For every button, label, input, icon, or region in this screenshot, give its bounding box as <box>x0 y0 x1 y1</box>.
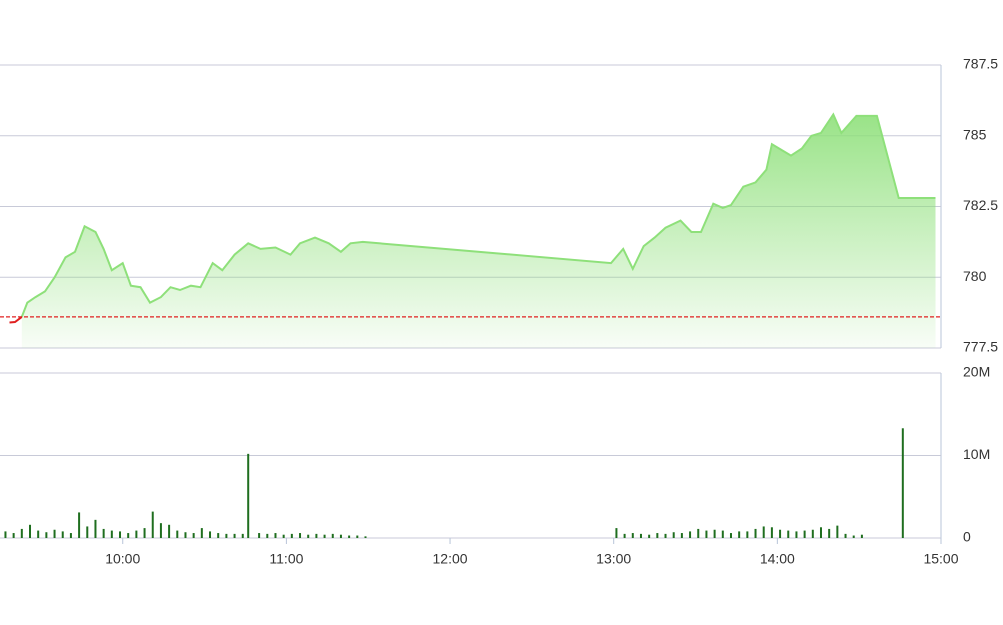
volume-bar <box>348 535 351 538</box>
volume-bar <box>266 533 269 538</box>
volume-bar <box>274 533 277 538</box>
volume-bar <box>623 533 626 538</box>
volume-bar <box>754 528 757 538</box>
volume-bar <box>127 533 130 538</box>
volume-bar <box>151 511 154 538</box>
price-line <box>9 316 23 324</box>
volume-bar <box>247 453 250 538</box>
volume-bar <box>639 533 642 538</box>
volume-bar <box>69 533 72 538</box>
volume-bar <box>852 535 855 538</box>
volume-bar <box>176 530 179 538</box>
x-tick-label: 12:00 <box>433 551 468 567</box>
volume-bar <box>282 534 285 538</box>
volume-bar <box>705 530 708 538</box>
volume-bar <box>290 533 293 538</box>
volume-bar <box>828 528 831 538</box>
volume-bar <box>241 533 244 538</box>
volume-bar <box>61 531 64 538</box>
volume-bar <box>746 531 749 538</box>
volume-bar <box>159 523 162 538</box>
price-line <box>20 112 936 318</box>
x-tick-label: 11:00 <box>269 551 303 567</box>
volume-bar <box>356 535 359 538</box>
volume-bar <box>45 532 48 538</box>
volume-bar <box>364 536 367 538</box>
volume-bar <box>233 533 236 538</box>
y-tick-label: 20M <box>963 364 990 380</box>
volume-bar <box>143 528 146 538</box>
volume-bar <box>787 530 790 538</box>
volume-bar <box>307 534 310 538</box>
volume-bar <box>901 428 904 538</box>
volume-bar <box>110 530 113 538</box>
volume-bar <box>779 529 782 538</box>
y-tick-label: 780 <box>963 268 987 284</box>
volume-bar <box>697 528 700 538</box>
volume-bar <box>844 533 847 538</box>
volume-bar <box>37 530 40 538</box>
volume-bar <box>315 533 318 538</box>
volume-bar <box>299 533 302 538</box>
volume-bar <box>811 529 814 538</box>
volume-bar <box>217 533 220 538</box>
x-tick-label: 14:00 <box>760 551 795 567</box>
volume-bar <box>339 534 342 538</box>
volume-bar <box>29 524 32 538</box>
volume-bar <box>323 534 326 538</box>
volume-bar <box>762 526 765 538</box>
volume-bar <box>192 533 195 538</box>
volume-bar <box>209 531 212 538</box>
volume-bar <box>648 534 651 538</box>
volume-bar <box>86 526 89 538</box>
x-tick-label: 15:00 <box>923 551 958 567</box>
y-tick-label: 785 <box>963 126 987 142</box>
volume-bar <box>680 533 683 538</box>
volume-bar <box>119 531 122 538</box>
y-tick-label: 0 <box>963 529 971 545</box>
volume-bar <box>53 529 56 538</box>
volume-bar <box>656 533 659 538</box>
volume-bar <box>200 528 203 538</box>
volume-bar <box>20 528 23 538</box>
x-tick-label: 10:00 <box>105 551 140 567</box>
volume-bar <box>729 533 732 538</box>
area-fill <box>21 114 936 348</box>
volume-bar <box>689 531 692 538</box>
volume-bar <box>713 529 716 538</box>
volume-bar <box>803 530 806 538</box>
volume-bar <box>819 527 822 538</box>
volume-bar <box>102 528 105 538</box>
volume-bar <box>860 534 863 538</box>
x-tick-label: 13:00 <box>596 551 631 567</box>
y-tick-label: 782.5 <box>963 197 998 213</box>
volume-bar <box>721 530 724 538</box>
volume-bar <box>331 533 334 538</box>
volume-bar <box>12 533 15 538</box>
volume-bar <box>615 528 618 538</box>
volume-bar <box>672 532 675 538</box>
y-tick-label: 787.5 <box>963 56 998 72</box>
y-tick-label: 777.5 <box>963 339 998 355</box>
volume-bar <box>135 530 138 538</box>
volume-bar <box>664 533 667 538</box>
volume-bar <box>258 533 261 538</box>
y-tick-label: 10M <box>963 446 990 462</box>
volume-bar <box>94 519 97 538</box>
volume-bar <box>225 533 228 538</box>
volume-bar <box>184 532 187 538</box>
volume-bar <box>795 531 798 538</box>
volume-bar <box>836 525 839 538</box>
volume-bar <box>78 512 81 538</box>
volume-bar <box>631 533 634 538</box>
volume-bar <box>738 531 741 538</box>
volume-bar <box>168 524 171 538</box>
volume-bar <box>4 531 7 538</box>
volume-bar <box>770 527 773 538</box>
